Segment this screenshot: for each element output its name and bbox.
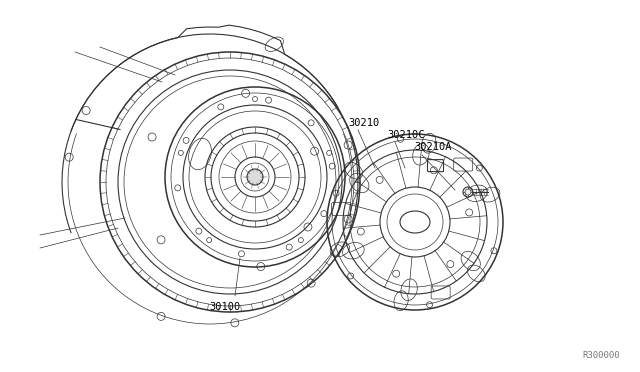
Text: 30210: 30210 — [348, 118, 380, 128]
Text: 30100: 30100 — [209, 302, 241, 312]
Circle shape — [465, 189, 471, 195]
Circle shape — [247, 169, 263, 185]
Text: 30210A: 30210A — [414, 142, 451, 152]
Text: 30210C: 30210C — [387, 130, 424, 140]
Text: R300000: R300000 — [582, 351, 620, 360]
